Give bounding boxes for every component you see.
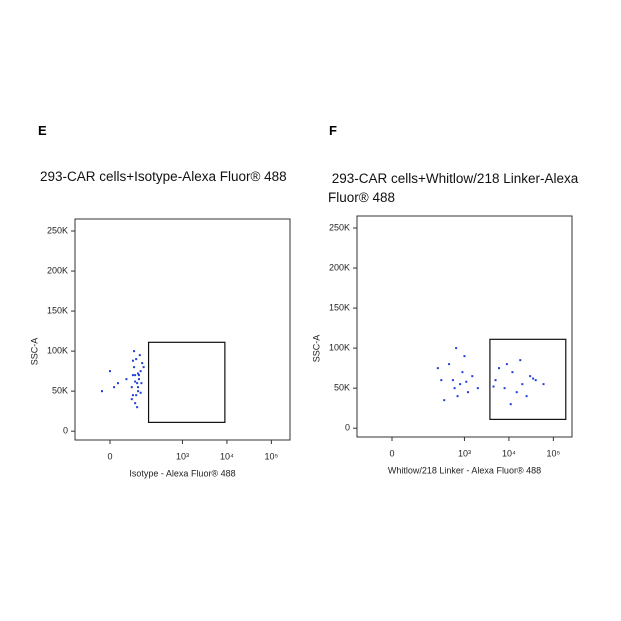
- dot: [455, 347, 458, 350]
- dot: [534, 379, 537, 382]
- dot: [525, 395, 528, 398]
- dot: [139, 370, 142, 373]
- x-tick-label: 0: [389, 448, 394, 458]
- y-tick-label: 50K: [334, 383, 350, 393]
- dot: [133, 350, 136, 353]
- plot-frame: [74, 218, 291, 441]
- dot: [476, 387, 479, 390]
- x-tick-label: 10⁵: [547, 448, 561, 458]
- dot: [463, 355, 466, 358]
- dot: [134, 374, 137, 377]
- y-tick-label: 150K: [329, 302, 350, 312]
- dot: [532, 377, 535, 380]
- dot: [130, 386, 133, 389]
- x-axis-label: Whitlow/218 Linker - Alexa Fluor® 488: [388, 465, 541, 475]
- dot: [137, 372, 140, 375]
- y-tick-label: 200K: [47, 265, 68, 275]
- dot: [137, 374, 140, 377]
- dot: [461, 371, 464, 374]
- dot: [137, 378, 140, 381]
- dot: [137, 390, 140, 393]
- x-tick-label: 10³: [458, 448, 471, 458]
- dot: [511, 371, 514, 374]
- y-axis-label: SSC-A: [311, 335, 321, 363]
- dot: [498, 367, 501, 370]
- dot: [519, 359, 522, 362]
- panel-letter: F: [329, 123, 337, 138]
- dot: [471, 375, 474, 378]
- dot: [113, 386, 116, 389]
- dot: [465, 380, 468, 383]
- dot: [494, 379, 497, 382]
- y-tick-label: 200K: [329, 262, 350, 272]
- y-tick-label: 0: [345, 423, 350, 433]
- chart-title: 293-CAR cells+Isotype-Alexa Fluor® 488: [40, 169, 287, 184]
- y-axis-label: SSC-A: [29, 338, 39, 366]
- dot: [505, 363, 508, 366]
- dot: [440, 379, 443, 382]
- x-tick-label: 0: [107, 451, 112, 461]
- chart-title: 293-CAR cells+Whitlow/218 Linker-Alexa F…: [328, 171, 583, 205]
- dot: [134, 402, 137, 405]
- dot: [133, 366, 136, 369]
- dot: [131, 359, 134, 362]
- dot: [503, 387, 506, 390]
- y-tick-label: 150K: [47, 305, 68, 315]
- y-tick-label: 100K: [329, 342, 350, 352]
- dot: [448, 363, 451, 366]
- dot: [138, 354, 141, 357]
- dot: [108, 370, 111, 373]
- x-tick-label: 10³: [176, 451, 189, 461]
- dot: [459, 383, 462, 386]
- dot: [542, 383, 545, 386]
- dot: [137, 386, 140, 389]
- dot: [125, 378, 128, 381]
- y-tick-label: 100K: [47, 345, 68, 355]
- panel-letter: E: [38, 123, 47, 138]
- dot: [131, 374, 134, 377]
- x-axis-label: Isotype - Alexa Fluor® 488: [129, 468, 235, 478]
- dot: [136, 406, 139, 409]
- dot: [135, 358, 138, 361]
- dot: [135, 394, 138, 397]
- x-tick-label: 10⁴: [220, 451, 234, 461]
- dot: [515, 391, 518, 394]
- gate: [147, 341, 226, 423]
- dot: [443, 399, 446, 402]
- dot: [139, 391, 142, 394]
- plot-frame: [356, 215, 573, 438]
- dot: [509, 403, 512, 406]
- dot: [140, 382, 143, 385]
- dot: [451, 379, 454, 382]
- dot: [134, 380, 137, 383]
- dot: [529, 375, 532, 378]
- dot: [466, 391, 469, 394]
- dot: [131, 394, 134, 397]
- gate: [489, 338, 567, 420]
- y-tick-label: 250K: [329, 222, 350, 232]
- dot: [116, 382, 119, 385]
- y-tick-label: 250K: [47, 225, 68, 235]
- x-tick-label: 10⁴: [502, 448, 516, 458]
- dot: [492, 385, 495, 388]
- dot: [453, 387, 456, 390]
- dot: [142, 366, 145, 369]
- dot: [130, 398, 133, 401]
- dot: [141, 362, 144, 365]
- dot: [436, 367, 439, 370]
- dot: [101, 390, 104, 393]
- dot: [521, 383, 524, 386]
- y-tick-label: 0: [63, 426, 68, 436]
- y-tick-label: 50K: [52, 386, 68, 396]
- x-tick-label: 10⁵: [265, 451, 279, 461]
- dot: [136, 382, 139, 385]
- dot: [456, 395, 459, 398]
